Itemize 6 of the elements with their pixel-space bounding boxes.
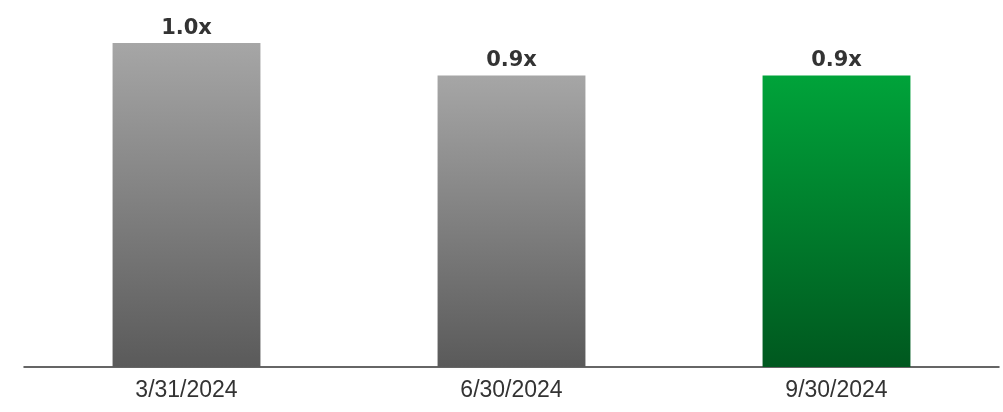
data-label: 0.9x (811, 46, 863, 71)
x-tick-label: 3/31/2024 (135, 375, 238, 402)
data-label: 0.9x (486, 46, 538, 71)
x-tick-label: 9/30/2024 (785, 375, 888, 402)
data-label: 1.0x (161, 14, 213, 39)
x-tick-label: 6/30/2024 (460, 375, 563, 402)
